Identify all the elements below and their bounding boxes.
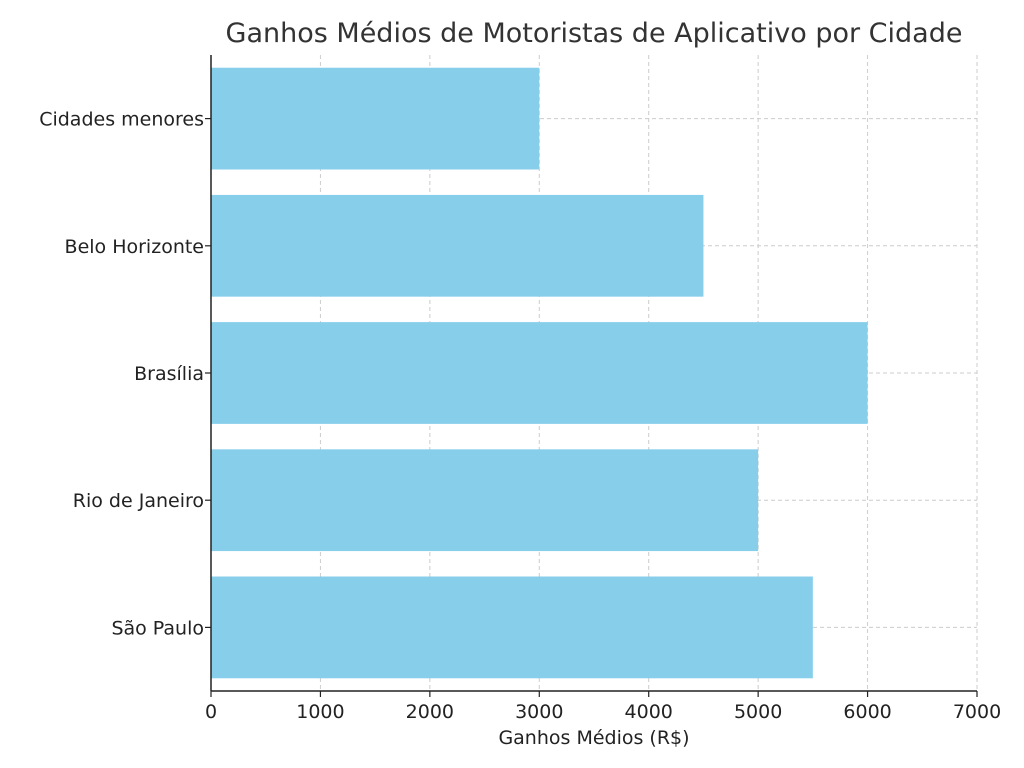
bar — [211, 67, 540, 170]
x-tick-label: 2000 — [406, 701, 454, 723]
y-category-label: São Paulo — [111, 617, 204, 639]
y-category-label: Brasília — [134, 363, 204, 385]
chart-title: Ganhos Médios de Motoristas de Aplicativ… — [226, 18, 963, 49]
x-axis-label: Ganhos Médios (R$) — [498, 727, 689, 749]
bar — [211, 322, 868, 424]
x-tick-label: 3000 — [515, 701, 563, 723]
y-category-label: Belo Horizonte — [65, 236, 204, 258]
x-tick-label: 4000 — [625, 701, 673, 723]
axis-layer: 0 1000 2000 3000 4000 5000 6000 7000 São Paulo Ri… — [39, 55, 1001, 723]
bar — [211, 449, 759, 552]
y-category-label: Rio de Janeiro — [73, 490, 204, 512]
x-tick-label: 0 — [205, 701, 217, 723]
x-tick-label: 6000 — [843, 701, 891, 723]
x-tick-label: 5000 — [734, 701, 782, 723]
bar-layer — [211, 67, 868, 679]
bar — [211, 576, 813, 679]
x-tick-label: 7000 — [953, 701, 1001, 723]
x-tick-label: 1000 — [296, 701, 344, 723]
bar — [211, 194, 704, 297]
y-category-label: Cidades menores — [39, 109, 204, 131]
